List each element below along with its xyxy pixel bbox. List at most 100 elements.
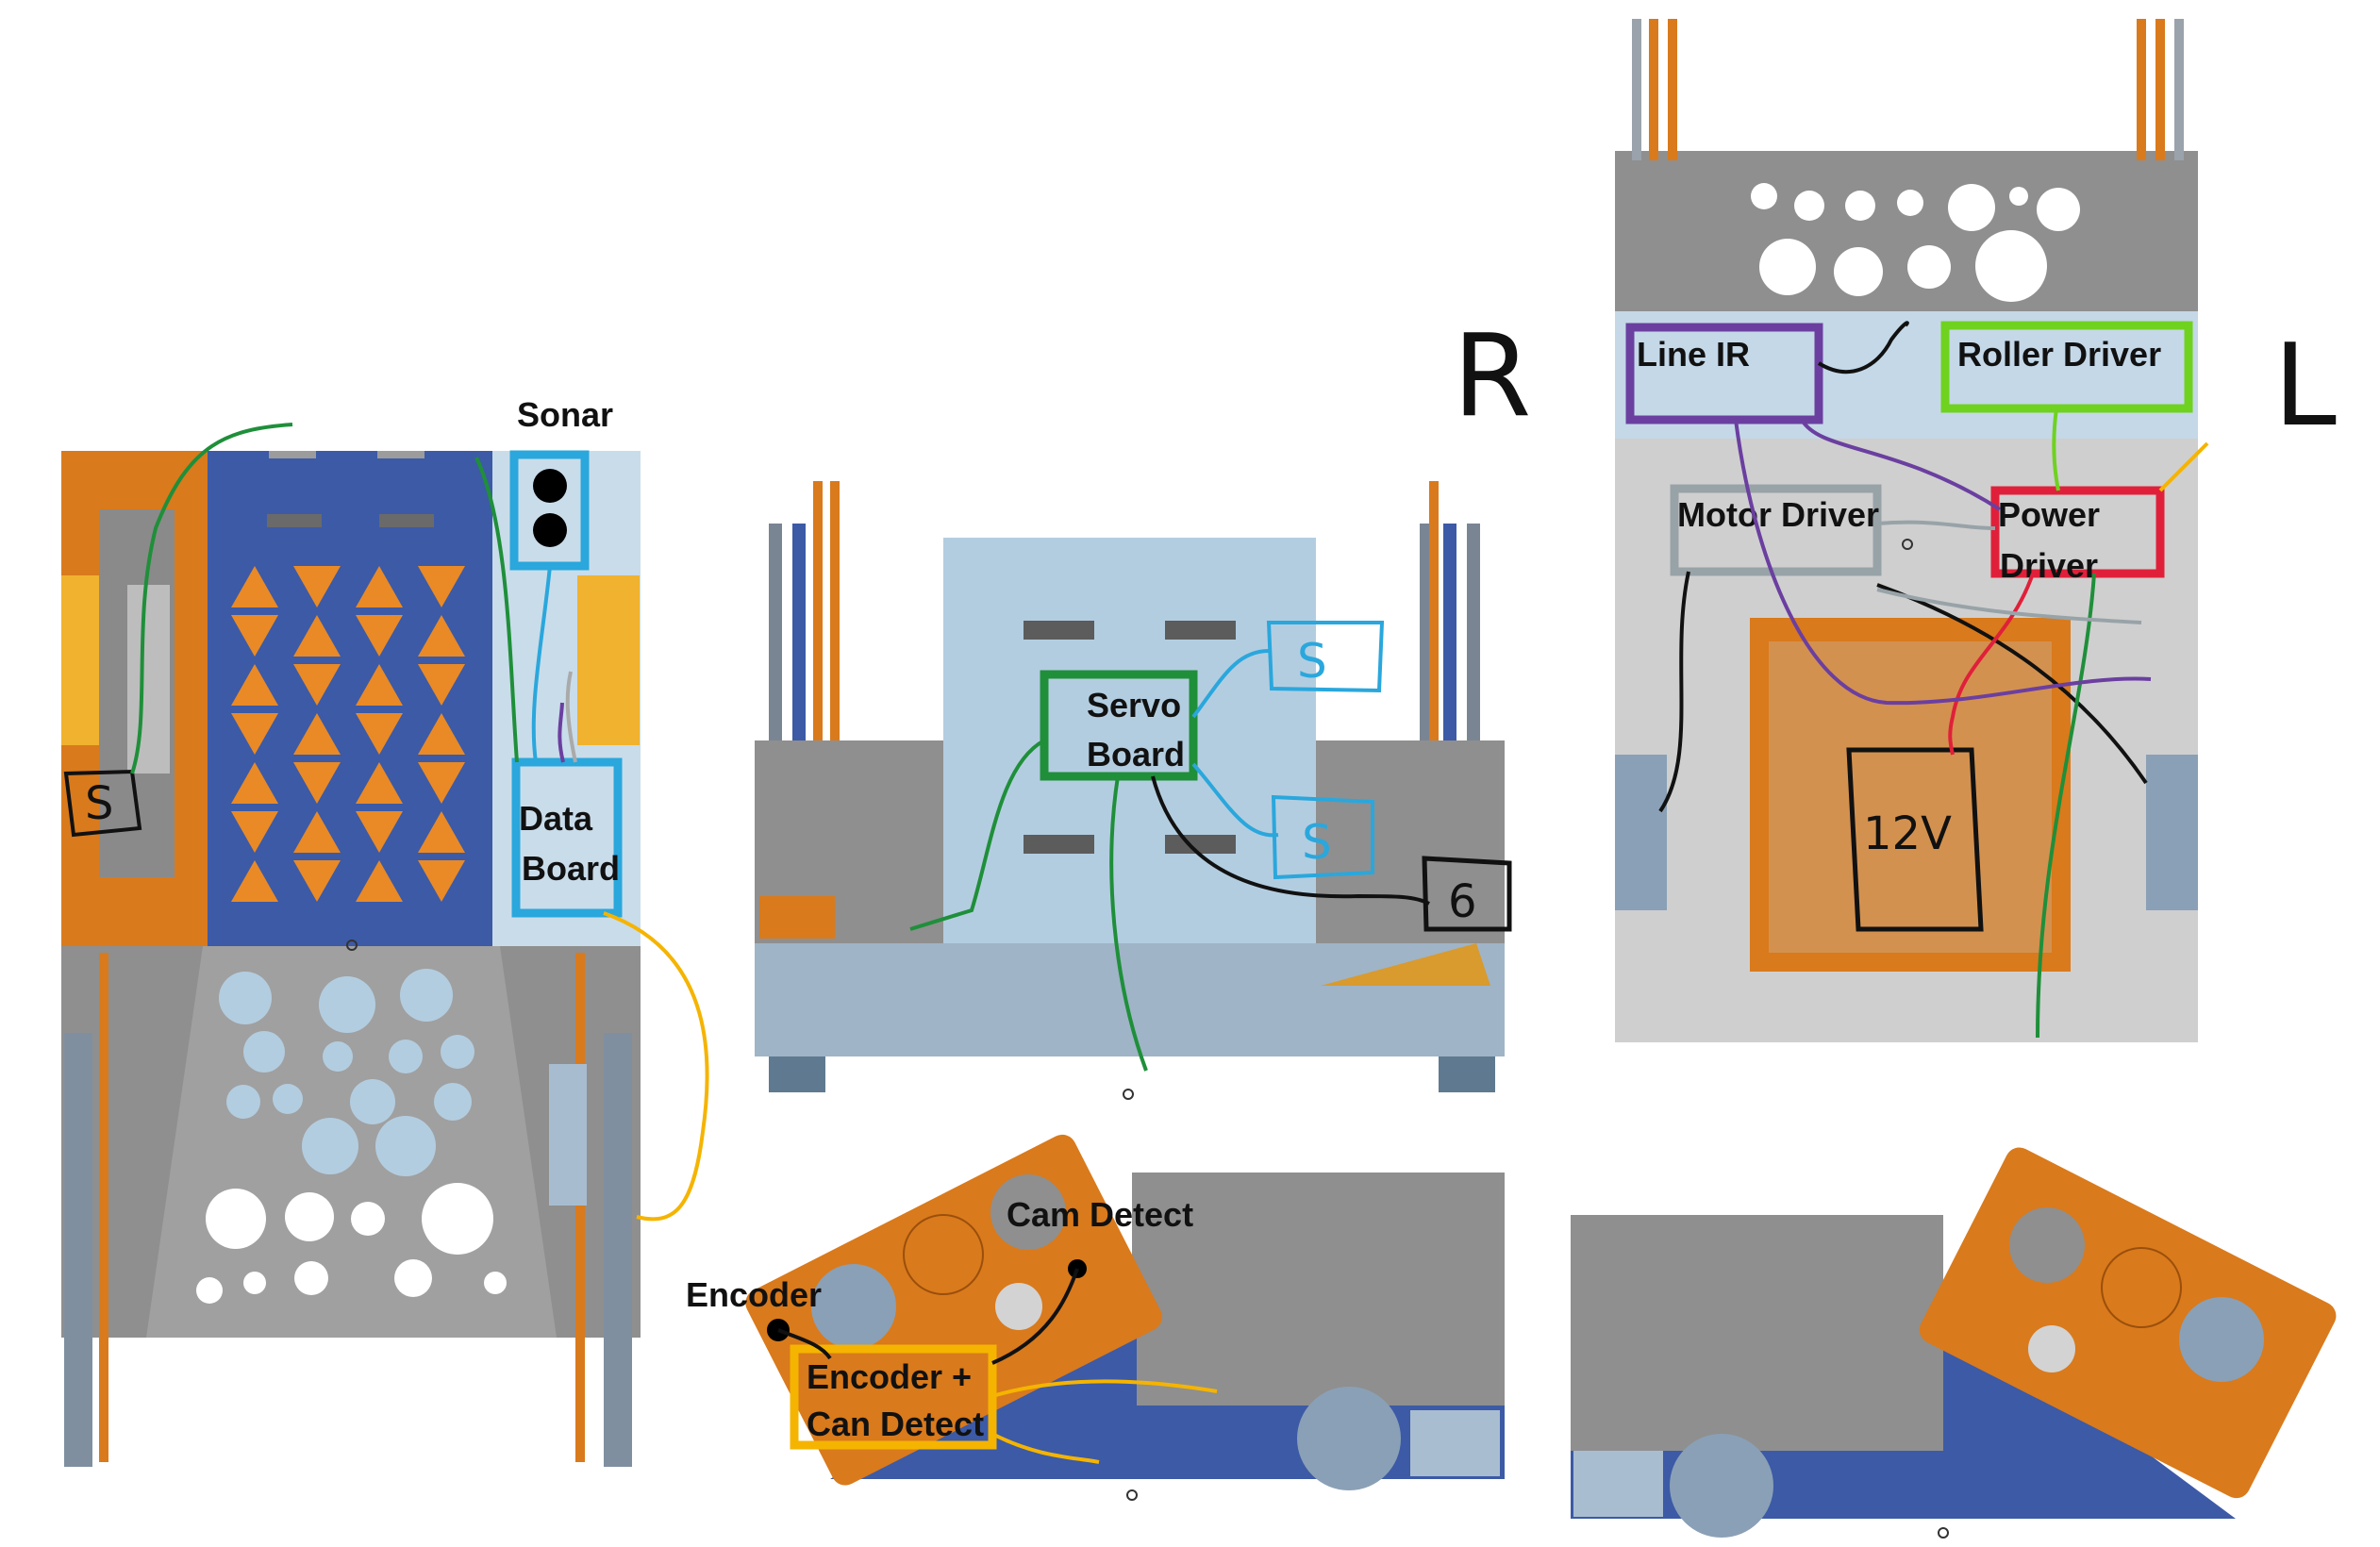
wire-servo-s-top [1191,649,1270,719]
left-view: Sonar Data Board S [61,395,709,1467]
bl-wheel-blue [811,1264,896,1349]
power-driver-box [1990,486,2165,578]
panel-hole [196,1277,223,1304]
mid-right-pole-2 [1443,524,1456,740]
panel-hole [243,1272,266,1294]
panel-hole [2009,187,2028,206]
mid-right-box [1316,740,1505,943]
mid-center-panel [943,538,1316,943]
data-board-label-2: Board [522,849,620,888]
bl-wheel-small [995,1283,1042,1330]
panel-hole [389,1040,423,1073]
wire-can-yellow-down [991,1432,1100,1464]
panel-hole [285,1192,334,1241]
panel-hole [273,1084,303,1114]
bl-wheel-gray [990,1174,1066,1250]
triangle-cutout [231,615,278,657]
data-board-box [511,757,623,918]
servo-mark-bottom: S [1302,815,1332,870]
panel-hole [351,1202,385,1236]
right-pole [1649,19,1658,160]
panel-hole [1948,184,1995,231]
wire-motor-black-right [1876,583,2148,785]
encoder-can-box [790,1344,997,1450]
twelve-v-mark: 12V [1863,807,1952,860]
right-pole [1632,19,1641,160]
triangle-grid [231,566,465,902]
triangle-cutout [293,860,341,902]
right-wheel-stripe [575,953,585,1462]
mid-left-pole-3 [813,481,823,740]
wire-encoder [777,1328,832,1360]
mid-yellow-ramp [1321,943,1490,986]
motor-driver-box [1670,484,1882,576]
panel-hole [243,1031,285,1073]
wire-ir-black [1817,321,1909,374]
panel-hole [319,976,375,1033]
triangle-cutout [356,664,403,706]
triangle-cutout [293,664,341,706]
triangle-cutout [231,566,278,607]
wire-green-right [474,457,519,763]
wire-power-green [2036,573,2096,1039]
triangle-cutout [231,664,278,706]
triangle-cutout [418,713,465,755]
mid-left-pole-1 [769,524,782,740]
wire-power-yellow [2158,441,2209,492]
roller-driver-label: Roller Driver [1957,335,2161,374]
triangle-cutout [356,566,403,607]
right-wheel-left [1615,755,1667,910]
right-pole [1668,19,1677,160]
panel-hole [219,972,272,1024]
right-wheel-stack [604,1033,632,1467]
panel-hole [226,1085,260,1119]
panel-hole [1897,190,1923,216]
br-light-box [1573,1451,1663,1517]
right-hole-row [1751,183,2080,302]
twelve-v-mark-box [1846,747,1984,932]
panel-hole [2037,188,2080,231]
panel-hole [484,1272,507,1294]
wire-yellow [603,911,709,1222]
six-mark-box [1422,856,1512,932]
origin-dot [1902,539,1913,550]
sonar-eye-top [533,469,567,503]
triangle-cutout [231,713,278,755]
side-l-label: L [2273,321,2337,452]
wire-cam [991,1268,1079,1365]
wire-servo-s-bottom [1191,762,1279,838]
encoder-label: Encoder [686,1275,822,1314]
right-yellow-slot [577,575,640,745]
line-ir-box [1625,323,1823,424]
triangle-cutout [356,762,403,804]
panel-hole [1975,230,2047,302]
wire-servo-6 [1151,775,1430,906]
br-wheel-gray [2009,1207,2085,1283]
wire-gray-long [1876,588,2142,624]
slot [269,451,316,458]
right-top-panel [1615,151,2198,311]
mid-slot [1024,835,1094,854]
line-ir-label: Line IR [1637,335,1750,374]
triangle-cutout [293,811,341,853]
wire-servo-green-left [909,739,1045,931]
motor-driver-label: Motor Driver [1677,495,1879,534]
wire-gray [565,671,577,763]
panel-hole [375,1116,436,1176]
left-wheel-stack [64,1033,92,1467]
triangle-cutout [293,762,341,804]
mid-slot [1165,621,1236,640]
triangle-cutout [293,615,341,657]
panel-hole [1834,247,1883,296]
side-r-label: R [1453,311,1531,442]
origin-dot [1938,1527,1949,1539]
encoder-can-label-1: Encoder + [807,1357,972,1396]
triangle-cutout [293,566,341,607]
mid-right-pole-3 [1429,481,1439,740]
right-pole [2155,19,2165,160]
servo-board-label-1: Servo [1087,686,1181,724]
mid-base-leg-left [769,1056,825,1092]
origin-dot [1123,1089,1134,1100]
wire-purple [558,702,565,763]
